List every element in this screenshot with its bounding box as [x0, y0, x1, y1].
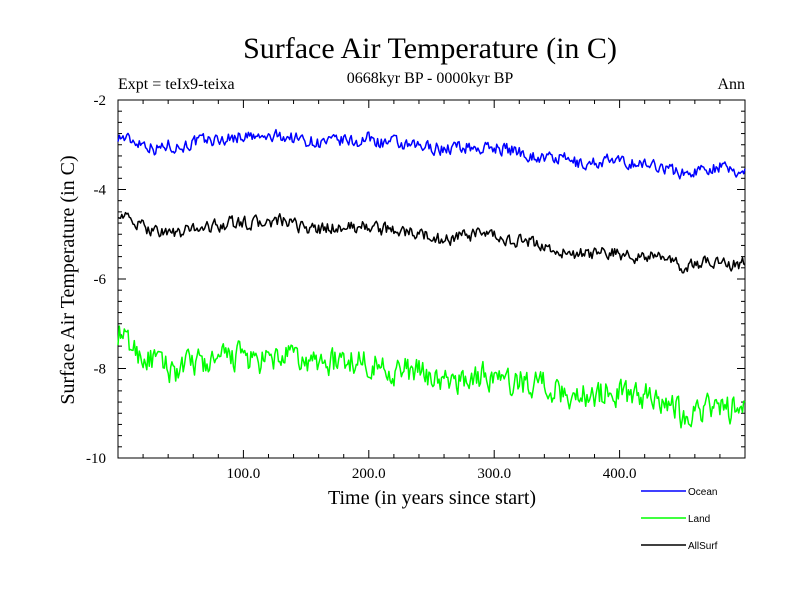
season-label: Ann	[717, 76, 745, 93]
series-line-ocean	[117, 128, 746, 180]
x-tick-label: 400.0	[603, 466, 637, 482]
legend-label-ocean: Ocean	[688, 487, 717, 498]
series-line-allsurf	[117, 211, 746, 274]
chart-title: Surface Air Temperature (in C)	[243, 32, 617, 65]
plot-frame	[117, 99, 746, 459]
x-tick-label: 300.0	[477, 466, 511, 482]
x-tick-label: 200.0	[352, 466, 386, 482]
y-tick-label: -4	[94, 183, 107, 199]
axis-ticks	[117, 99, 746, 459]
legend-label-land: Land	[688, 514, 710, 525]
y-tick-label: -6	[94, 272, 107, 288]
chart-subtitle: 0668kyr BP - 0000kyr BP	[347, 70, 514, 87]
y-tick-label: -10	[86, 451, 106, 467]
y-tick-label: -8	[94, 362, 107, 378]
x-tick-label: 100.0	[227, 466, 261, 482]
legend: Ocean Land AllSurf	[641, 487, 718, 552]
y-tick-label: -2	[94, 93, 107, 109]
series-lines	[117, 128, 746, 429]
legend-label-allsurf: AllSurf	[688, 541, 718, 552]
y-axis-label: Surface Air Temperature (in C)	[57, 155, 79, 404]
x-axis-label: Time (in years since start)	[328, 487, 536, 509]
experiment-label: Expt = teIx9-teixa	[118, 76, 235, 93]
axis-tick-labels: -10 -8 -6 -4 -2 100.0 200.0 300.0 400.0	[86, 93, 636, 482]
series-line-land	[117, 325, 746, 429]
